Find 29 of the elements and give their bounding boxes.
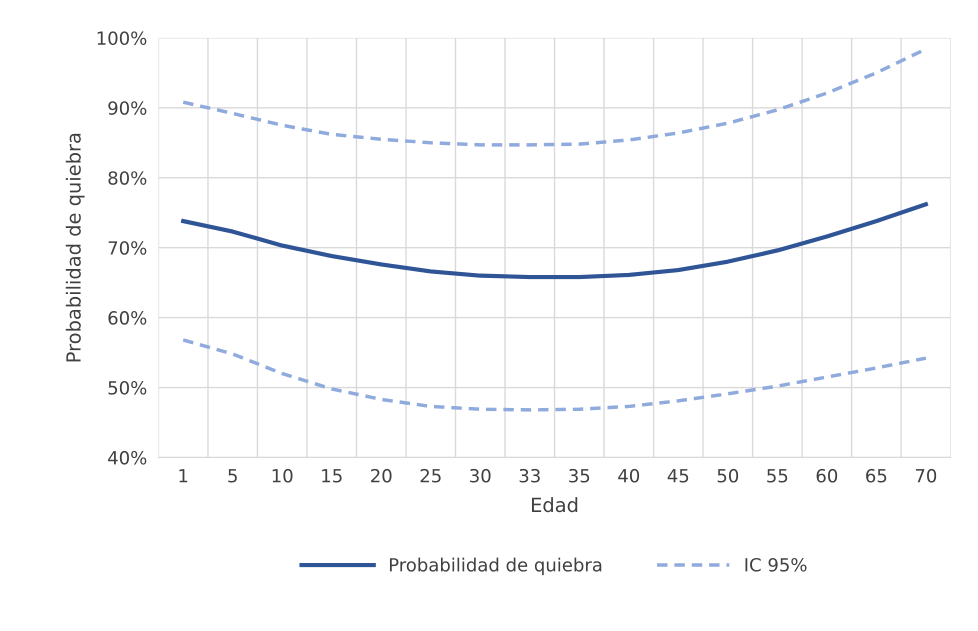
- x-tick-label: 15: [322, 469, 342, 483]
- y-tick-label: 60%: [108, 311, 146, 325]
- line-series: [181, 202, 928, 280]
- x-tick-label: 50: [718, 468, 738, 483]
- x-tick-label: 1: [179, 469, 188, 482]
- x-axis-title: Edad: [532, 497, 578, 512]
- y-axis-title: Probabilidad de quiebra: [66, 134, 85, 362]
- x-tick-label: 60: [816, 468, 838, 483]
- y-tick-label: 40%: [108, 450, 146, 465]
- legend-label: Probabilidad de quiebra: [390, 558, 602, 576]
- line-series: [181, 338, 928, 412]
- legend-label: IC 95%: [745, 558, 807, 572]
- y-tick-label: 80%: [108, 171, 146, 185]
- x-tick-label: 5: [228, 469, 237, 483]
- y-tick-label: 100%: [98, 31, 146, 45]
- x-tick-label: 40: [618, 468, 640, 483]
- x-tick-label: 35: [569, 468, 590, 483]
- x-tick-label: 20: [371, 468, 392, 483]
- x-tick-label: 10: [272, 468, 293, 483]
- y-tick-label: 90%: [108, 101, 146, 115]
- x-tick-label: 33: [520, 468, 540, 483]
- x-tick-label: 25: [420, 468, 441, 483]
- x-tick-label: 65: [866, 468, 886, 483]
- x-tick-label: 30: [470, 468, 491, 483]
- y-tick-label: 70%: [108, 241, 146, 255]
- x-tick-label: 45: [668, 469, 688, 483]
- y-tick-label: 50%: [108, 381, 146, 395]
- x-tick-label: 70: [916, 468, 936, 483]
- x-tick-label: 55: [767, 469, 788, 483]
